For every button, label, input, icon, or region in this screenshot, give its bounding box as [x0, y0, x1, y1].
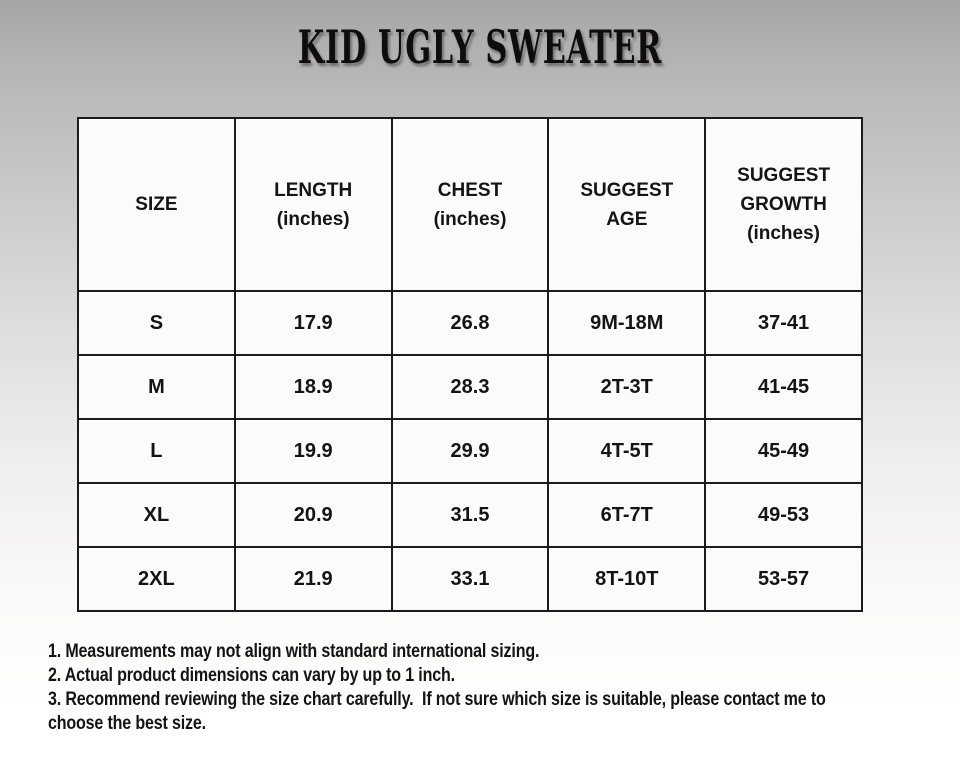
cell-growth: 45-49: [704, 418, 863, 484]
cell-size: L: [77, 418, 236, 484]
cell-growth: 49-53: [704, 482, 863, 548]
table-row-xl: XL 20.9 31.5 6T-7T 49-53: [77, 482, 863, 548]
cell-growth: 53-57: [704, 546, 863, 612]
cell-size: M: [77, 354, 236, 420]
cell-age: 4T-5T: [547, 418, 707, 484]
column-header-growth: SUGGEST GROWTH (inches): [704, 117, 863, 292]
column-header-size: SIZE: [77, 117, 236, 292]
cell-chest: 29.9: [390, 418, 550, 484]
table-header-row: SIZE LENGTH (inches) CHEST (inches) SUGG…: [77, 117, 863, 292]
column-header-chest: CHEST (inches): [390, 117, 550, 292]
cell-size: XL: [77, 482, 236, 548]
size-chart-table: SIZE LENGTH (inches) CHEST (inches) SUGG…: [77, 117, 863, 612]
note-item: 2. Actual product dimensions can vary by…: [48, 665, 455, 686]
note-item: 1. Measurements may not align with stand…: [48, 641, 540, 662]
cell-chest: 33.1: [390, 546, 550, 612]
table-row-l: L 19.9 29.9 4T-5T 45-49: [77, 418, 863, 484]
cell-age: 9M-18M: [547, 290, 707, 356]
table-row-m: M 18.9 28.3 2T-3T 41-45: [77, 354, 863, 420]
table-row-s: S 17.9 26.8 9M-18M 37-41: [77, 290, 863, 356]
note-item: 3. Recommend reviewing the size chart ca…: [48, 689, 826, 734]
cell-chest: 28.3: [390, 354, 550, 420]
cell-age: 2T-3T: [547, 354, 707, 420]
cell-size: S: [77, 290, 236, 356]
column-header-age: SUGGEST AGE: [547, 117, 707, 292]
cell-chest: 26.8: [390, 290, 550, 356]
cell-age: 6T-7T: [547, 482, 707, 548]
cell-length: 20.9: [233, 482, 393, 548]
cell-length: 21.9: [233, 546, 393, 612]
cell-length: 19.9: [233, 418, 393, 484]
notes-section: 1. Measurements may not align with stand…: [48, 640, 960, 736]
table-row-2xl: 2XL 21.9 33.1 8T-10T 53-57: [77, 546, 863, 612]
column-header-length: LENGTH (inches): [233, 117, 393, 292]
cell-chest: 31.5: [390, 482, 550, 548]
cell-age: 8T-10T: [547, 546, 707, 612]
cell-growth: 37-41: [704, 290, 863, 356]
cell-length: 18.9: [233, 354, 393, 420]
page-title: KID UGLY SWEATER: [297, 20, 663, 74]
cell-length: 17.9: [233, 290, 393, 356]
cell-growth: 41-45: [704, 354, 863, 420]
cell-size: 2XL: [77, 546, 236, 612]
